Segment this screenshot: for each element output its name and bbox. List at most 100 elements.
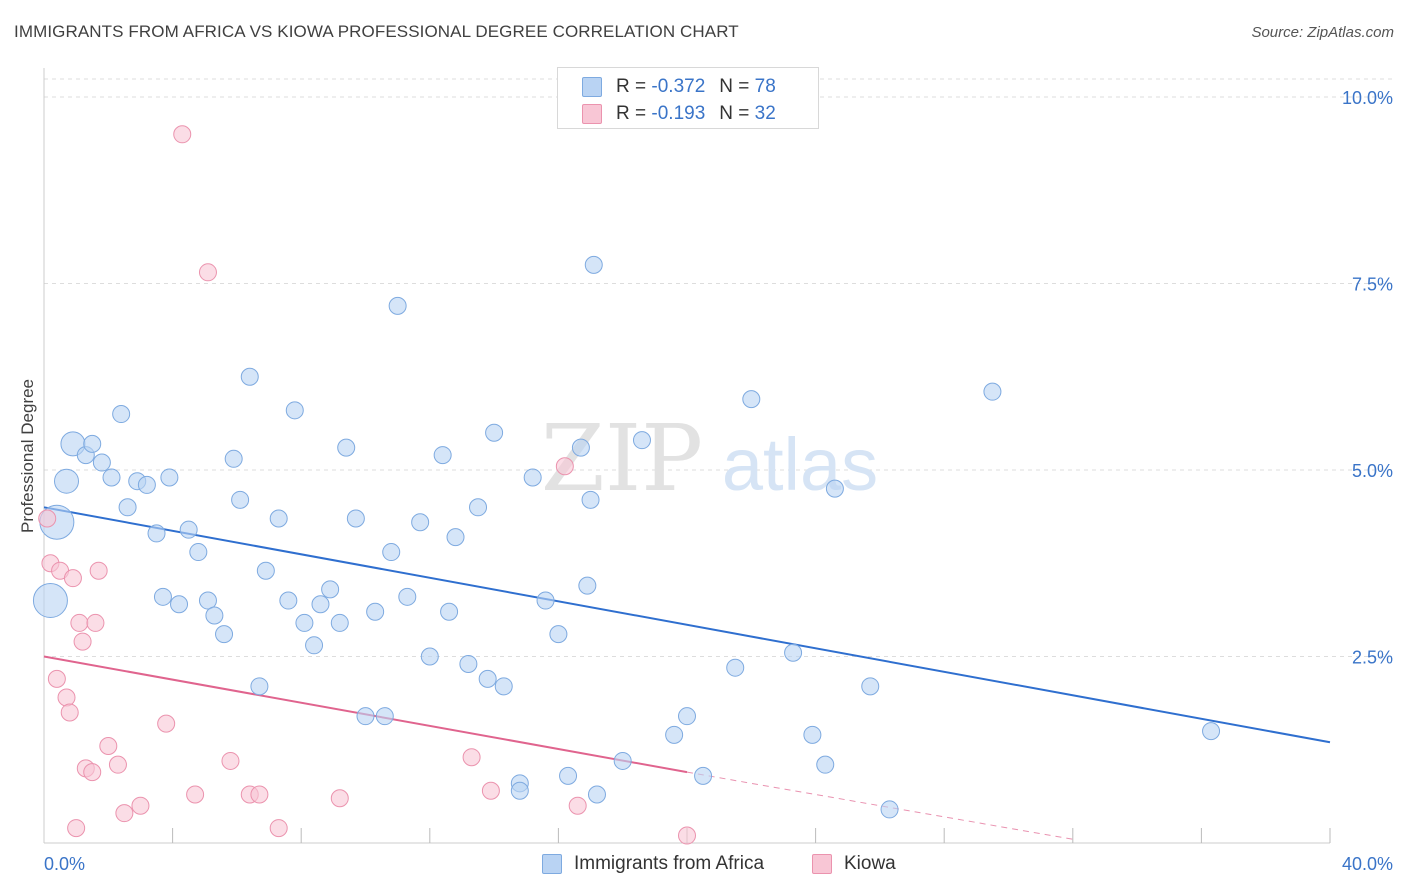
point-immigrants-africa	[694, 766, 713, 785]
point-kiowa	[70, 613, 89, 632]
point-immigrants-africa	[742, 390, 761, 409]
point-immigrants-africa	[880, 800, 899, 819]
point-immigrants-africa	[256, 561, 275, 580]
point-immigrants-africa	[433, 446, 452, 465]
legend-r-value: -0.372	[651, 76, 706, 97]
legend-n-label: N =	[719, 103, 750, 124]
point-kiowa	[555, 457, 574, 476]
point-kiowa	[481, 781, 500, 800]
point-immigrants-africa	[665, 725, 684, 744]
point-immigrants-africa	[269, 509, 288, 528]
legend-swatch-africa	[582, 77, 602, 97]
point-immigrants-africa	[160, 468, 179, 487]
point-immigrants-africa	[54, 468, 80, 494]
chart-title: IMMIGRANTS FROM AFRICA VS KIOWA PROFESSI…	[14, 22, 739, 41]
legend-r-label: R =	[616, 76, 647, 97]
point-kiowa	[678, 826, 696, 845]
point-immigrants-africa	[279, 591, 298, 610]
y-tick-label: 5.0%	[1352, 461, 1393, 481]
point-immigrants-africa	[179, 520, 198, 539]
point-immigrants-africa	[478, 669, 497, 688]
point-immigrants-africa	[112, 405, 131, 424]
point-immigrants-africa	[337, 438, 356, 457]
point-immigrants-africa	[215, 625, 234, 644]
legend-r-value: -0.193	[651, 103, 706, 124]
point-kiowa	[173, 125, 192, 144]
legend-r-label: R =	[616, 103, 647, 124]
point-immigrants-africa	[494, 677, 513, 696]
point-immigrants-africa	[147, 524, 166, 543]
tick-labels: 2.5% 5.0% 7.5% 10.0% 0.0% 40.0%	[44, 88, 1393, 874]
bottom-legend-swatch-africa	[542, 854, 562, 874]
point-immigrants-africa	[581, 490, 600, 509]
point-kiowa	[47, 669, 66, 688]
point-immigrants-africa	[32, 583, 68, 619]
point-immigrants-africa	[311, 595, 330, 614]
point-kiowa	[115, 804, 134, 823]
point-immigrants-africa	[205, 606, 224, 625]
point-immigrants-africa	[250, 677, 269, 696]
point-immigrants-africa	[559, 766, 578, 785]
point-kiowa	[38, 509, 57, 528]
point-kiowa	[67, 819, 86, 838]
point-kiowa	[73, 632, 92, 651]
point-immigrants-africa	[825, 479, 844, 498]
point-kiowa	[63, 569, 82, 588]
y-tick-label: 2.5%	[1352, 648, 1393, 668]
point-immigrants-africa	[784, 643, 803, 662]
point-immigrants-africa	[861, 677, 880, 696]
bottom-legend-swatch-kiowa	[812, 854, 832, 874]
x-tick-label: 0.0%	[44, 854, 85, 874]
trend-lines	[43, 506, 1331, 840]
point-kiowa	[131, 796, 150, 815]
grid-lines	[44, 78, 1392, 657]
legend-row-africa: R = -0.372 N = 78	[582, 75, 776, 99]
point-kiowa	[462, 748, 481, 767]
point-immigrants-africa	[102, 468, 121, 487]
point-immigrants-africa	[366, 602, 385, 621]
point-immigrants-africa	[584, 255, 603, 274]
point-kiowa	[57, 688, 76, 707]
point-immigrants-africa	[459, 654, 478, 673]
point-kiowa	[99, 737, 118, 756]
point-immigrants-africa	[170, 595, 189, 614]
point-kiowa	[86, 613, 105, 632]
legend-n-label: N =	[719, 76, 750, 97]
point-immigrants-africa	[92, 453, 111, 472]
watermark: ZIP atlas	[541, 405, 878, 512]
point-immigrants-africa	[356, 707, 375, 726]
point-immigrants-africa	[83, 434, 102, 453]
point-immigrants-africa	[198, 591, 217, 610]
point-immigrants-africa	[375, 707, 394, 726]
legend-row-kiowa: R = -0.193 N = 32	[582, 102, 776, 126]
point-immigrants-africa	[398, 587, 417, 606]
point-immigrants-africa	[587, 785, 606, 804]
bottom-legend-label-kiowa: Kiowa	[844, 853, 896, 874]
x-tick-label: 40.0%	[1342, 854, 1393, 874]
point-immigrants-africa	[330, 613, 349, 632]
bottom-legend-africa: Immigrants from Africa	[542, 852, 764, 876]
point-immigrants-africa	[578, 576, 597, 595]
point-immigrants-africa	[118, 498, 137, 517]
y-axis-label: Professional Degree	[18, 379, 37, 533]
point-kiowa	[250, 785, 269, 804]
legend-swatch-kiowa	[582, 104, 602, 124]
point-immigrants-africa	[536, 591, 555, 610]
point-immigrants-africa	[224, 449, 243, 468]
legend-n-value: 32	[754, 103, 776, 124]
point-immigrants-africa	[1202, 722, 1221, 741]
y-tick-label: 10.0%	[1342, 88, 1393, 108]
point-kiowa	[198, 263, 217, 282]
point-kiowa	[83, 763, 102, 782]
source-credit: Source: ZipAtlas.com	[1251, 24, 1394, 41]
bottom-legend-kiowa: Kiowa	[812, 852, 896, 876]
point-immigrants-africa	[388, 296, 407, 315]
point-immigrants-africa	[983, 382, 1002, 401]
point-immigrants-africa	[613, 751, 632, 770]
point-kiowa	[221, 751, 240, 770]
point-kiowa	[60, 703, 79, 722]
point-immigrants-africa	[469, 498, 488, 517]
point-immigrants-africa	[571, 438, 590, 457]
point-kiowa	[330, 789, 349, 808]
